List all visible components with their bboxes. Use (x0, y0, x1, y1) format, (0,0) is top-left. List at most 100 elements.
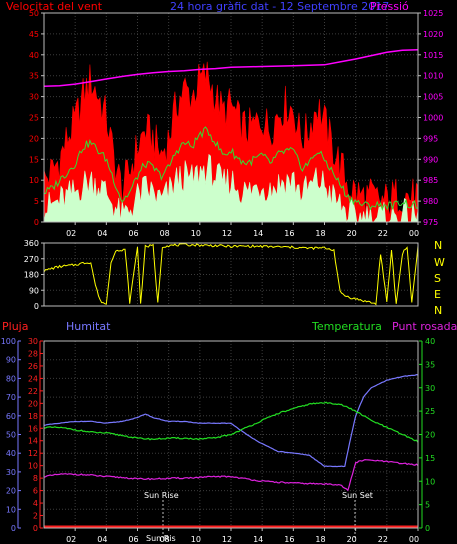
humidity-line (43, 373, 419, 468)
wind-ytick-left-label: 35 (29, 72, 39, 81)
dew-point-title: Punt rosada (392, 320, 457, 333)
wind-xtick-label: 14 (253, 229, 263, 238)
wind-xtick-label: 08 (160, 229, 170, 238)
temperature-ytick-label: 5 (425, 501, 430, 510)
wind-xtick-label: 20 (347, 229, 357, 238)
temperature-line (43, 401, 419, 443)
wind-ytick-left-label: 45 (29, 30, 39, 39)
humidity-ytick-label: 60 (6, 412, 16, 421)
humidity-ytick-label: 10 (6, 505, 16, 514)
direction-ytick-label: 270 (24, 255, 39, 264)
dew-point-line (43, 458, 419, 492)
direction-label-s: S (434, 272, 441, 285)
wind-ytick-left-label: 30 (29, 93, 39, 102)
wind-xtick-label: 12 (222, 229, 232, 238)
wind-xtick-label: 02 (66, 229, 76, 238)
humidity-ytick-label: 100 (1, 337, 16, 346)
climate-xtick-label: 12 (222, 535, 232, 544)
direction-label-w: W (434, 256, 445, 269)
rain-ytick-label: 14 (28, 437, 38, 446)
sun-markers: Sun Rise Sun Set (144, 491, 373, 538)
direction-ytick-label: 180 (24, 271, 39, 280)
wind-axes: 0510152025303540455097598098599099510001… (29, 9, 444, 238)
rain-ytick-label: 22 (28, 387, 38, 396)
temperature-ytick-label: 20 (425, 431, 435, 440)
pressure-ytick-label: 1005 (423, 93, 443, 102)
climate-axes: 0102030405060708090100024681012141618202… (1, 337, 435, 544)
sun-rise-bottom-label: Sun Ris (146, 534, 176, 543)
pressure-ytick-label: 980 (423, 197, 438, 206)
pressure-ytick-label: 975 (423, 218, 438, 227)
wind-speed-title: Velocitat del vent (6, 0, 103, 13)
direction-ytick-label: 0 (34, 302, 39, 311)
climate-xtick-label: 18 (315, 535, 325, 544)
rain-ytick-label: 20 (28, 399, 38, 408)
wind-ytick-left-label: 15 (29, 155, 39, 164)
climate-xtick-label: 00 (409, 535, 419, 544)
pressure-ytick-label: 1000 (423, 114, 443, 123)
wind-direction-line (43, 243, 419, 306)
direction-ytick-label: 360 (24, 239, 39, 248)
wind-gust-area (43, 61, 419, 223)
temperature-ytick-label: 10 (425, 477, 435, 486)
pressure-ytick-label: 990 (423, 155, 438, 164)
humidity-ytick-label: 90 (6, 356, 16, 365)
direction-grid (44, 242, 419, 307)
climate-xtick-label: 06 (128, 535, 138, 544)
rain-ytick-label: 10 (28, 462, 38, 471)
rain-ytick-label: 2 (33, 512, 38, 521)
climate-xtick-label: 02 (66, 535, 76, 544)
rain-ytick-label: 18 (28, 412, 38, 421)
direction-label-e: E (434, 288, 441, 301)
wind-xtick-label: 06 (128, 229, 138, 238)
wind-xtick-label: 22 (378, 229, 388, 238)
temperature-title: Temperatura (311, 320, 382, 333)
pressure-ytick-label: 1025 (423, 9, 443, 18)
climate-xtick-label: 20 (347, 535, 357, 544)
rain-ytick-label: 24 (28, 374, 38, 383)
rain-title: Pluja (2, 320, 28, 333)
humidity-ytick-label: 80 (6, 374, 16, 383)
direction-label-n2: N (434, 304, 442, 317)
humidity-ytick-label: 30 (6, 468, 16, 477)
wind-xtick-label: 10 (191, 229, 201, 238)
rain-ytick-label: 0 (33, 524, 38, 533)
rain-ytick-label: 8 (33, 474, 38, 483)
humidity-ytick-label: 0 (11, 524, 16, 533)
wind-xtick-label: 04 (97, 229, 107, 238)
wind-ytick-left-label: 10 (29, 176, 39, 185)
wind-xtick-label: 00 (409, 229, 419, 238)
pressure-ytick-label: 995 (423, 134, 438, 143)
climate-xtick-label: 08 (160, 535, 170, 544)
direction-label-n1: N (434, 239, 442, 252)
climate-xtick-label: 16 (284, 535, 294, 544)
climate-xtick-label: 10 (191, 535, 201, 544)
pressure-ytick-label: 1010 (423, 72, 443, 81)
climate-panel: Pluja Humitat Temperatura Punt rosada Su… (1, 320, 457, 544)
pressure-ytick-label: 1020 (423, 30, 443, 39)
rain-ytick-label: 6 (33, 487, 38, 496)
climate-xtick-label: 14 (253, 535, 263, 544)
wind-ytick-left-label: 5 (34, 197, 39, 206)
temperature-ytick-label: 35 (425, 360, 435, 369)
sun-set-label: Sun Set (342, 491, 373, 500)
direction-series-group (43, 243, 419, 306)
sun-rise-label: Sun Rise (144, 491, 179, 500)
rain-ytick-label: 26 (28, 362, 38, 371)
rain-ytick-label: 30 (28, 337, 38, 346)
date-title: 24 hora gràfic dat - 12 Septembre 2017 (170, 0, 389, 13)
direction-axes: 0 90 180 270 360 (24, 239, 44, 311)
wind-xtick-label: 18 (315, 229, 325, 238)
climate-xtick-label: 22 (378, 535, 388, 544)
pressure-title: Pressió (370, 0, 409, 13)
rain-ytick-label: 4 (33, 499, 38, 508)
wind-series-group (43, 49, 419, 224)
humidity-ytick-label: 50 (6, 431, 16, 440)
direction-panel: 0 90 180 270 360 N W S E N (24, 239, 445, 317)
rain-ytick-label: 12 (28, 449, 38, 458)
temperature-ytick-label: 0 (425, 524, 430, 533)
climate-series-group (43, 373, 419, 529)
wind-ytick-left-label: 50 (29, 9, 39, 18)
pressure-line (43, 49, 419, 87)
